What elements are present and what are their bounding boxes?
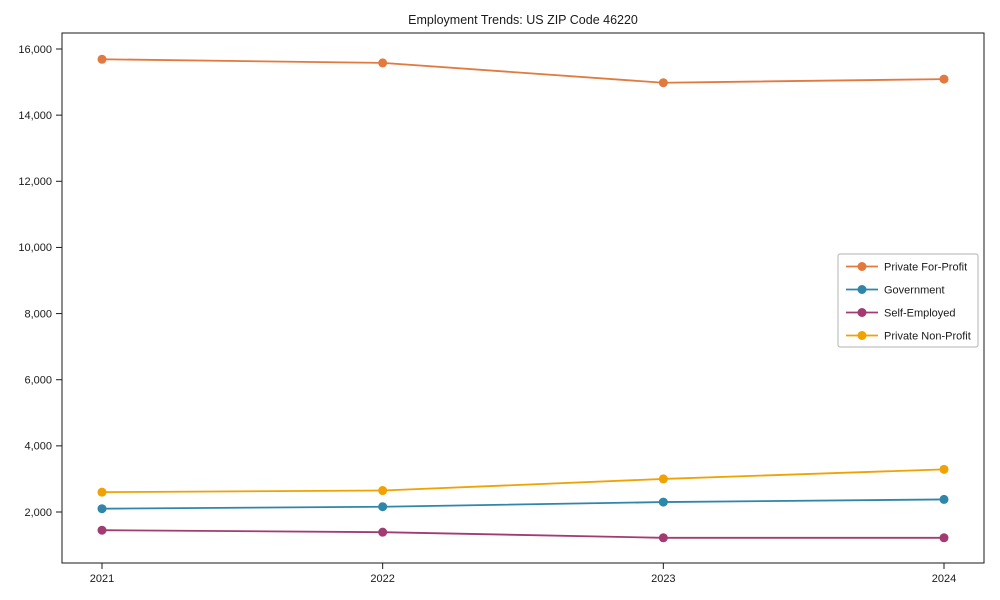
y-tick-label: 16,000 xyxy=(18,44,52,56)
series-government xyxy=(97,494,949,514)
data-point-marker-government xyxy=(658,497,668,507)
y-tick-label: 2,000 xyxy=(24,507,52,519)
legend-box xyxy=(837,253,979,348)
data-point-marker-self-employed xyxy=(658,533,668,543)
data-point-marker-private-non-profit xyxy=(939,464,949,474)
data-point-marker-government xyxy=(97,504,107,514)
x-tick-label: 2022 xyxy=(370,573,394,585)
data-point-marker-government xyxy=(378,502,388,512)
data-point-marker-self-employed xyxy=(378,527,388,537)
legend-label: Private For-Profit xyxy=(884,261,967,273)
legend-marker xyxy=(857,285,867,294)
y-tick-label: 6,000 xyxy=(24,375,52,387)
legend-marker xyxy=(857,262,867,271)
x-tick-label: 2023 xyxy=(651,573,675,585)
data-point-marker-self-employed xyxy=(97,525,107,535)
data-point-marker-self-employed xyxy=(939,533,949,543)
legend-marker xyxy=(857,331,867,340)
legend-label: Self-Employed xyxy=(884,307,956,319)
data-point-marker-government xyxy=(939,494,949,504)
chart-title: Employment Trends: US ZIP Code 46220 xyxy=(408,13,638,27)
series-private-for-profit xyxy=(97,54,949,88)
data-point-marker-private-non-profit xyxy=(378,486,388,496)
legend-label: Government xyxy=(884,284,945,296)
series-line-government xyxy=(101,498,945,510)
x-tick-label: 2024 xyxy=(932,573,956,585)
series-line-self-employed xyxy=(101,529,944,539)
data-point-marker-private-for-profit xyxy=(658,78,668,88)
legend-item-government: Government xyxy=(846,284,945,296)
legend-item-self-employed: Self-Employed xyxy=(846,307,956,319)
y-tick-label: 4,000 xyxy=(24,441,52,453)
data-point-marker-private-for-profit xyxy=(939,74,949,84)
data-point-marker-private-non-profit xyxy=(97,487,107,497)
legend-label: Private Non-Profit xyxy=(884,330,971,342)
y-axis: 2,000 4,000 6,000 8,000 10,000 12,000 14,000 16… xyxy=(18,44,62,519)
series-line-private-for-profit xyxy=(101,58,945,84)
legend-marker xyxy=(857,308,867,317)
legend-item-private-non-profit: Private Non-Profit xyxy=(846,330,971,342)
series-line-private-non-profit xyxy=(101,468,945,494)
y-tick-label: 14,000 xyxy=(18,110,52,122)
data-point-marker-private-for-profit xyxy=(97,54,107,64)
x-tick-label: 2021 xyxy=(90,573,114,585)
legend-item-private-for-profit: Private For-Profit xyxy=(846,261,967,273)
y-tick-label: 12,000 xyxy=(18,176,52,188)
legend: Private For-Profit Government Self-Employe… xyxy=(837,253,979,348)
x-axis: 2021 2022 2023 2024 xyxy=(90,563,956,585)
y-tick-label: 10,000 xyxy=(18,242,52,254)
data-point-marker-private-non-profit xyxy=(658,474,668,484)
series-private-non-profit xyxy=(97,464,949,497)
plot-border xyxy=(61,32,985,564)
data-point-marker-private-for-profit xyxy=(378,58,388,68)
series-self-employed xyxy=(97,525,949,543)
y-tick-label: 8,000 xyxy=(24,308,52,320)
